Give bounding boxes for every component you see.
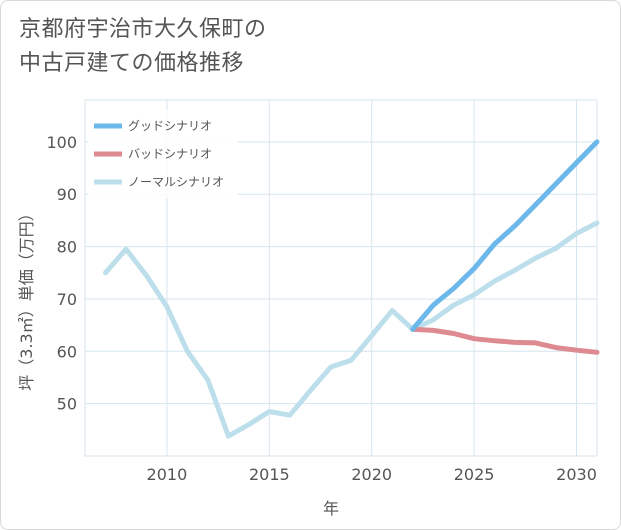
legend-label-2: ノーマルシナリオ xyxy=(128,175,224,189)
x-tick-label: 2020 xyxy=(351,465,392,484)
series-line-2 xyxy=(103,220,600,439)
y-tick-label: 100 xyxy=(46,133,77,152)
x-tick-label: 2010 xyxy=(147,465,188,484)
series-line-1 xyxy=(410,326,600,355)
y-tick-label: 60 xyxy=(57,342,77,361)
chart-title: 京都府宇治市大久保町の 中古戸建ての価格推移 xyxy=(19,13,579,81)
plot-area xyxy=(84,99,598,457)
legend-label-0: グッドシナリオ xyxy=(128,119,212,133)
x-tick-label: 2030 xyxy=(556,465,597,484)
chart-title-line-1: 京都府宇治市大久保町の xyxy=(19,17,267,42)
y-tick-label: 50 xyxy=(57,395,77,414)
chart-title-line-2: 中古戸建ての価格推移 xyxy=(19,51,245,76)
y-tick-label: 90 xyxy=(57,185,77,204)
y-tick-label: 70 xyxy=(57,290,77,309)
x-tick-label: 2015 xyxy=(249,465,290,484)
x-tick-label: 2025 xyxy=(454,465,495,484)
series-line-0 xyxy=(410,139,600,332)
legend-label-1: バッドシナリオ xyxy=(128,147,212,161)
x-axis-label: 年 xyxy=(323,499,339,518)
y-tick-label: 80 xyxy=(57,238,77,257)
y-axis-label: 坪（3.3㎡）単価（万円） xyxy=(17,205,36,390)
